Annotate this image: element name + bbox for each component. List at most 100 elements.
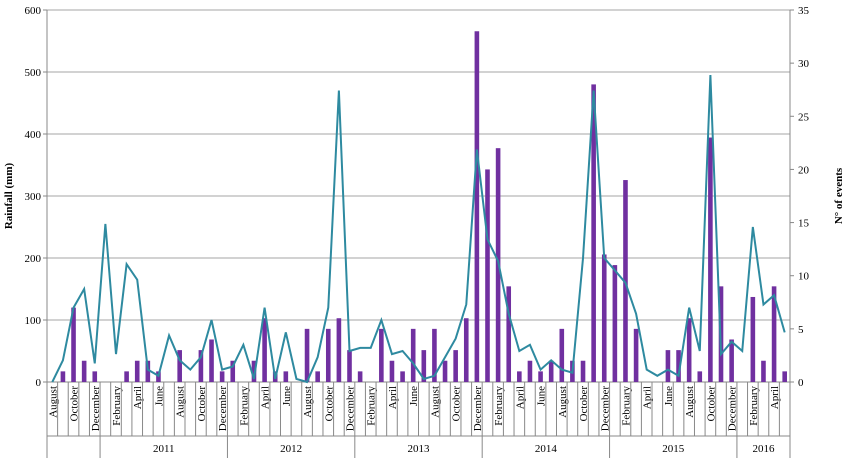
x-tick-label: June: [153, 386, 165, 406]
x-tick-label: February: [111, 386, 123, 426]
x-tick-label: December: [217, 386, 229, 432]
y-tick-label: 400: [25, 129, 42, 141]
bar: [697, 371, 703, 382]
group-label: 2012: [280, 443, 302, 455]
bar: [389, 360, 395, 382]
bar: [251, 360, 257, 382]
bar: [400, 371, 405, 382]
x-tick-label: August: [684, 386, 696, 418]
y2-tick-label: 20: [798, 164, 810, 176]
bar: [538, 371, 543, 382]
x-tick-label: June: [408, 386, 420, 406]
bar: [347, 350, 352, 382]
x-tick-label: August: [302, 386, 314, 418]
y2-tick-label: 10: [798, 271, 810, 283]
x-tick-label: April: [642, 386, 654, 409]
y-axis-title: Rainfall (mm): [3, 163, 15, 230]
bar: [686, 318, 692, 382]
bar: [92, 371, 98, 382]
group-label: 2013: [408, 443, 431, 455]
y2-tick-label: 5: [798, 324, 804, 336]
bar: [357, 371, 363, 382]
y2-tick-label: 15: [798, 218, 810, 230]
bar: [453, 350, 458, 382]
x-tick-label: December: [345, 386, 357, 432]
y-tick-label: 100: [25, 315, 42, 327]
group-label: 2015: [662, 443, 685, 455]
group-label: 2011: [153, 443, 175, 455]
y2-tick-label: 30: [798, 58, 810, 70]
bar: [527, 360, 533, 382]
x-tick-label: August: [47, 386, 59, 418]
bar: [315, 371, 320, 382]
bar: [517, 371, 522, 382]
y2-tick-label: 0: [798, 377, 804, 389]
bar: [283, 371, 289, 382]
bar: [750, 296, 756, 382]
x-tick-label: February: [493, 386, 505, 426]
y2-tick-label: 35: [798, 5, 810, 17]
x-tick-label: December: [599, 386, 611, 432]
bar: [612, 265, 618, 382]
bar: [665, 350, 671, 382]
x-tick-label: April: [132, 386, 144, 409]
x-tick-label: October: [451, 386, 463, 422]
y-tick-label: 300: [25, 191, 42, 203]
x-tick-label: February: [620, 386, 632, 426]
y-tick-label: 600: [25, 5, 42, 17]
y-tick-label: 200: [25, 253, 42, 265]
bar: [601, 254, 607, 382]
bar: [262, 318, 267, 382]
bar: [432, 328, 437, 382]
bar: [60, 371, 66, 382]
bar: [379, 328, 384, 382]
y2-axis-title: N° of events: [833, 167, 845, 224]
bar: [676, 350, 681, 382]
bar: [124, 371, 129, 382]
bar: [485, 169, 490, 382]
bar: [580, 360, 586, 382]
group-label: 2016: [752, 443, 775, 455]
x-tick-label: April: [387, 386, 399, 409]
x-tick-label: June: [663, 386, 675, 406]
bar: [410, 328, 416, 382]
bar: [230, 360, 236, 382]
bar: [463, 318, 469, 382]
line: [51, 75, 786, 384]
x-tick-label: August: [429, 386, 441, 418]
bar: [729, 339, 734, 382]
bar: [209, 339, 214, 382]
bar: [633, 328, 639, 382]
group-label: 2014: [535, 443, 558, 455]
bar: [623, 180, 628, 382]
x-tick-label: February: [366, 386, 378, 426]
y-tick-label: 500: [25, 67, 42, 79]
x-tick-label: December: [727, 386, 739, 432]
bar: [304, 328, 310, 382]
x-tick-label: October: [323, 386, 335, 422]
bar: [548, 360, 554, 382]
bar: [559, 328, 565, 382]
x-tick-label: August: [175, 386, 187, 418]
x-tick-label: October: [69, 386, 81, 422]
x-tick-label: June: [281, 386, 293, 406]
bar: [198, 350, 204, 382]
x-tick-label: June: [536, 386, 548, 406]
x-tick-label: April: [769, 386, 781, 409]
x-tick-label: October: [578, 386, 590, 422]
bar: [506, 286, 512, 382]
y2-tick-label: 25: [798, 111, 810, 123]
x-tick-label: October: [196, 386, 208, 422]
x-tick-label: December: [472, 386, 484, 432]
bar: [761, 360, 766, 382]
x-tick-label: October: [705, 386, 717, 422]
bar: [134, 360, 140, 382]
bar: [442, 360, 448, 382]
bar: [708, 137, 713, 382]
x-tick-label: February: [748, 386, 760, 426]
x-tick-label: February: [238, 386, 250, 426]
bar: [771, 286, 777, 382]
bar: [177, 350, 182, 382]
x-tick-label: April: [514, 386, 526, 409]
